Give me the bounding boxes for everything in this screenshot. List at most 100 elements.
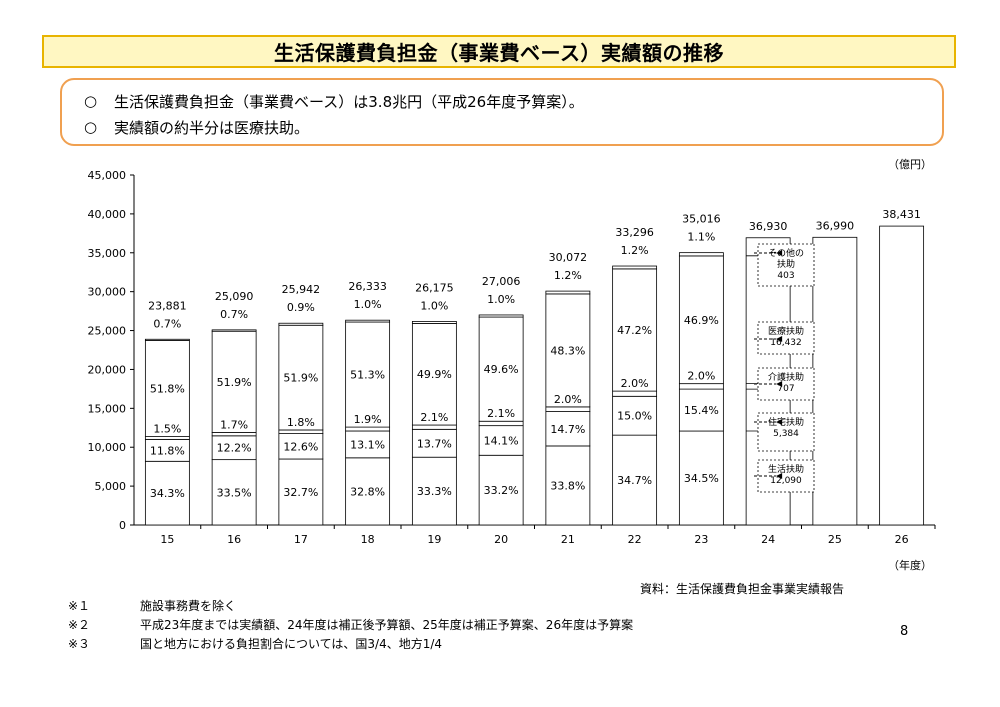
bar-segment	[545, 445, 591, 526]
breakdown-label: 5,384	[773, 429, 799, 439]
data-label: 1.0%	[487, 293, 515, 306]
arrow-head	[776, 419, 783, 425]
total-label: 36,990	[816, 219, 855, 232]
data-label: 1.7%	[220, 419, 248, 432]
y-tick-label: 25,000	[88, 325, 127, 338]
breakdown-label: 707	[777, 384, 794, 394]
y-tick-label: 0	[119, 519, 126, 532]
bar-segment	[345, 319, 391, 323]
y-tick-label: 10,000	[88, 441, 127, 454]
bar-segment	[545, 290, 591, 295]
breakdown-label: 403	[777, 271, 794, 281]
data-label: 1.9%	[354, 413, 382, 426]
x-tick-label: 20	[494, 533, 508, 546]
bar-segment	[545, 411, 591, 447]
data-label: 11.8%	[150, 444, 185, 457]
bar-segment	[211, 432, 257, 437]
data-label: 34.7%	[617, 474, 652, 487]
breakdown-box	[757, 367, 815, 401]
breakdown-label: 12,090	[770, 476, 802, 486]
y-tick-label: 35,000	[88, 247, 127, 260]
page-number: 8	[900, 624, 909, 639]
bar-segment	[278, 429, 324, 434]
data-label: 2.0%	[554, 393, 582, 406]
bar	[812, 236, 858, 526]
x-tick-label: 19	[427, 533, 441, 546]
summary-box: ○ 生活保護費負担金（事業費ベース）は3.8兆円（平成26年度予算案）。 ○ 実…	[60, 78, 944, 146]
data-label: 32.7%	[283, 486, 318, 499]
arrow-head	[776, 381, 783, 387]
data-label: 1.5%	[153, 423, 181, 436]
total-label: 26,333	[348, 280, 387, 293]
footnote-mark: ※２	[68, 618, 91, 632]
footnote-text: 平成23年度までは実績額、24年度は補正後予算額、25年度は補正予算案、26年度…	[140, 618, 634, 632]
data-label: 1.2%	[554, 269, 582, 282]
bar-segment	[278, 458, 324, 526]
summary-bullet: ○	[84, 92, 98, 110]
total-label: 38,431	[882, 208, 921, 221]
x-unit-label: （年度）	[888, 559, 932, 572]
x-tick-label: 18	[361, 533, 375, 546]
data-label: 33.3%	[417, 485, 452, 498]
y-tick-label: 40,000	[88, 208, 127, 221]
bar-segment	[678, 252, 724, 257]
bar-segment	[612, 390, 658, 397]
bar-segment	[345, 426, 391, 432]
bar-segment	[545, 406, 591, 412]
bar-segment	[144, 460, 190, 526]
data-label: 33.8%	[550, 479, 585, 492]
total-label: 25,942	[282, 283, 321, 296]
total-label: 23,881	[148, 299, 187, 312]
breakdown-label: 住宅扶助	[768, 416, 804, 428]
breakdown-box	[757, 243, 815, 287]
bar-segment	[478, 314, 524, 318]
bar	[879, 225, 925, 526]
bar-segment	[211, 329, 257, 332]
bar-segment	[678, 388, 724, 432]
total-label: 36,930	[749, 220, 788, 233]
data-label: 51.9%	[217, 376, 252, 389]
data-label: 15.4%	[684, 404, 719, 417]
data-label: 12.2%	[217, 442, 252, 455]
data-label: 32.8%	[350, 485, 385, 498]
breakdown-label: 医療扶助	[768, 325, 804, 337]
total-label: 25,090	[215, 290, 254, 303]
data-label: 33.5%	[217, 486, 252, 499]
bar-segment	[411, 456, 457, 526]
total-label: 35,016	[682, 213, 721, 226]
data-label: 34.5%	[684, 472, 719, 485]
footnotes: ※１ 施設事務費を除く ※２ 平成23年度までは実績額、24年度は補正後予算額、…	[68, 597, 633, 654]
data-label: 0.9%	[287, 301, 315, 314]
data-label: 34.3%	[150, 487, 185, 500]
bar-segment	[345, 430, 391, 459]
bar-segment	[144, 339, 190, 437]
bar-segment	[144, 436, 190, 440]
data-label: 13.1%	[350, 438, 385, 451]
data-label: 49.6%	[484, 363, 519, 376]
footnote: ※２ 平成23年度までは実績額、24年度は補正後予算額、25年度は補正予算案、2…	[68, 616, 633, 635]
data-label: 12.6%	[283, 440, 318, 453]
breakdown-label: 16,432	[770, 338, 802, 348]
y-tick-label: 15,000	[88, 402, 127, 415]
bar-segment	[612, 265, 658, 270]
footnote-mark: ※１	[68, 599, 91, 613]
data-label: 14.1%	[484, 434, 519, 447]
x-tick-label: 21	[561, 533, 575, 546]
data-label: 0.7%	[153, 317, 181, 330]
x-tick-label: 26	[895, 533, 909, 546]
summary-item: ○ 生活保護費負担金（事業費ベース）は3.8兆円（平成26年度予算案）。	[84, 88, 942, 114]
y-tick-label: 45,000	[88, 169, 127, 182]
bar-segment	[411, 424, 457, 430]
bar-segment	[478, 420, 524, 427]
footnote: ※３ 国と地方における負担割合については、国3/4、地方1/4	[68, 635, 633, 654]
breakdown-box	[757, 412, 815, 452]
total-label: 26,175	[415, 281, 454, 294]
data-label: 1.1%	[687, 231, 715, 244]
y-tick-label: 30,000	[88, 286, 127, 299]
bar-segment	[678, 383, 724, 390]
data-label: 15.0%	[617, 410, 652, 423]
total-label: 33,296	[615, 226, 654, 239]
bar-segment	[278, 324, 324, 431]
arrow-head	[776, 336, 783, 342]
